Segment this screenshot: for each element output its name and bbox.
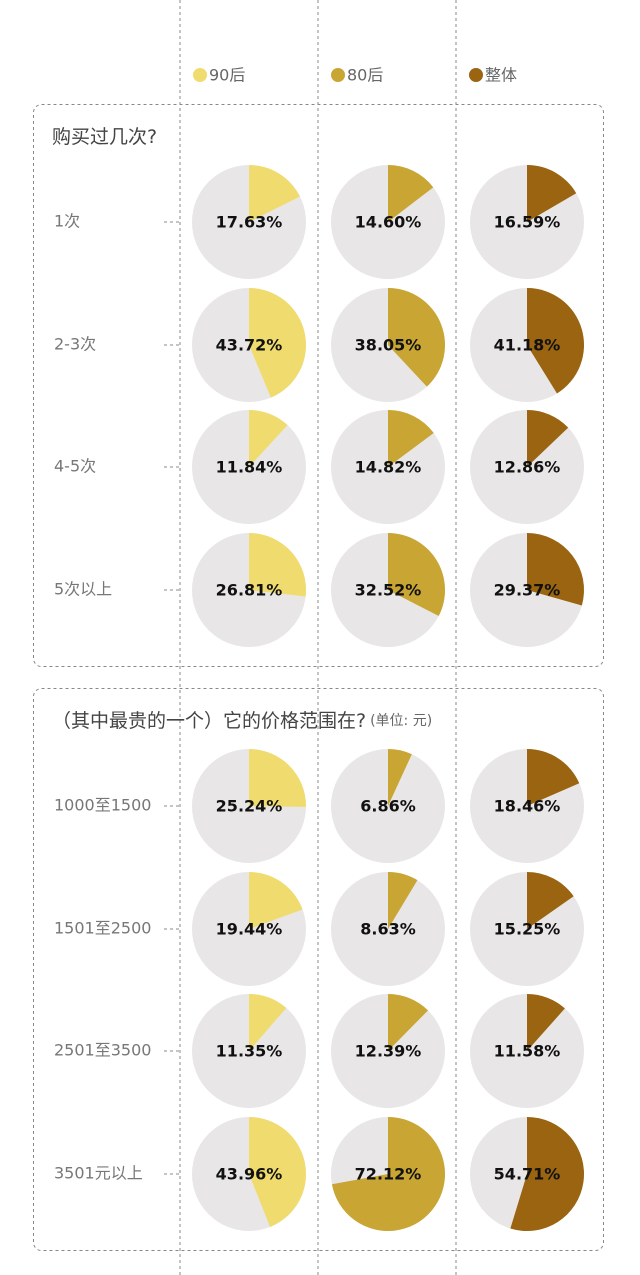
- legend-swatch: [193, 68, 207, 82]
- value-label: 54.71%: [494, 1165, 561, 1184]
- pie-slice: [388, 872, 418, 929]
- pie-slice: [527, 533, 584, 606]
- pie-slice: [249, 288, 307, 398]
- value-label: 11.84%: [216, 458, 283, 477]
- value-label: 38.05%: [355, 336, 422, 355]
- value-label: 29.37%: [494, 581, 561, 600]
- pie-slice: [388, 165, 434, 222]
- value-label: 6.86%: [360, 797, 416, 816]
- section-frame: [33, 104, 604, 667]
- value-label: 17.63%: [216, 213, 283, 232]
- value-label: 12.39%: [355, 1042, 422, 1061]
- value-label: 43.72%: [216, 336, 283, 355]
- value-label: 14.82%: [355, 458, 422, 477]
- value-label: 16.59%: [494, 213, 561, 232]
- row-label: 3501元以上: [54, 1164, 143, 1183]
- pie-slice: [510, 1117, 585, 1231]
- pie-slice: [249, 872, 303, 929]
- pie-slice: [388, 410, 434, 467]
- value-label: 11.35%: [216, 1042, 283, 1061]
- legend-label: 90后: [209, 66, 245, 85]
- value-label: 8.63%: [360, 920, 416, 939]
- row-label: 2-3次: [54, 335, 96, 354]
- legend-label: 80后: [347, 66, 383, 85]
- title-text: 购买过几次?: [52, 126, 157, 148]
- value-label: 19.44%: [216, 920, 283, 939]
- legend-swatch: [331, 68, 345, 82]
- row-label: 1000至1500: [54, 796, 151, 815]
- value-label: 43.96%: [216, 1165, 283, 1184]
- pie-slice: [249, 410, 288, 467]
- legend-swatch: [469, 68, 483, 82]
- value-label: 32.52%: [355, 581, 422, 600]
- pie-slice: [388, 533, 445, 616]
- pie-slice: [388, 749, 412, 806]
- pie-slice: [388, 994, 429, 1051]
- legend-label: 整体: [485, 66, 517, 85]
- pie-slice: [249, 1117, 306, 1227]
- value-label: 72.12%: [355, 1165, 422, 1184]
- value-label: 41.18%: [494, 336, 561, 355]
- pie-slice: [527, 994, 565, 1051]
- pie-slice: [527, 749, 580, 806]
- value-label: 18.46%: [494, 797, 561, 816]
- pie-slice: [249, 749, 306, 807]
- value-label: 14.60%: [355, 213, 422, 232]
- section-title: （其中最贵的一个）它的价格范围在? (单位: 元): [52, 710, 432, 732]
- pie-slice: [527, 872, 574, 929]
- row-label: 1501至2500: [54, 919, 151, 938]
- subtitle-text: (单位: 元): [370, 713, 432, 729]
- pie-slice: [527, 288, 585, 394]
- row-label: 4-5次: [54, 457, 96, 476]
- section-frame: [33, 688, 604, 1251]
- value-label: 15.25%: [494, 920, 561, 939]
- pie-slice: [249, 165, 300, 222]
- pie-slice: [527, 410, 569, 467]
- title-text: （其中最贵的一个）它的价格范围在?: [52, 710, 366, 732]
- pie-slice: [331, 1117, 446, 1232]
- value-label: 26.81%: [216, 581, 283, 600]
- value-label: 11.58%: [494, 1042, 561, 1061]
- pie-slice: [249, 533, 306, 597]
- pie-slice: [388, 288, 445, 387]
- row-label: 5次以上: [54, 580, 112, 599]
- section-title: 购买过几次?: [52, 126, 157, 148]
- row-label: 2501至3500: [54, 1041, 151, 1060]
- pie-slice: [249, 994, 287, 1051]
- value-label: 12.86%: [494, 458, 561, 477]
- row-label: 1次: [54, 212, 80, 231]
- value-label: 25.24%: [216, 797, 283, 816]
- pie-slice: [527, 165, 577, 222]
